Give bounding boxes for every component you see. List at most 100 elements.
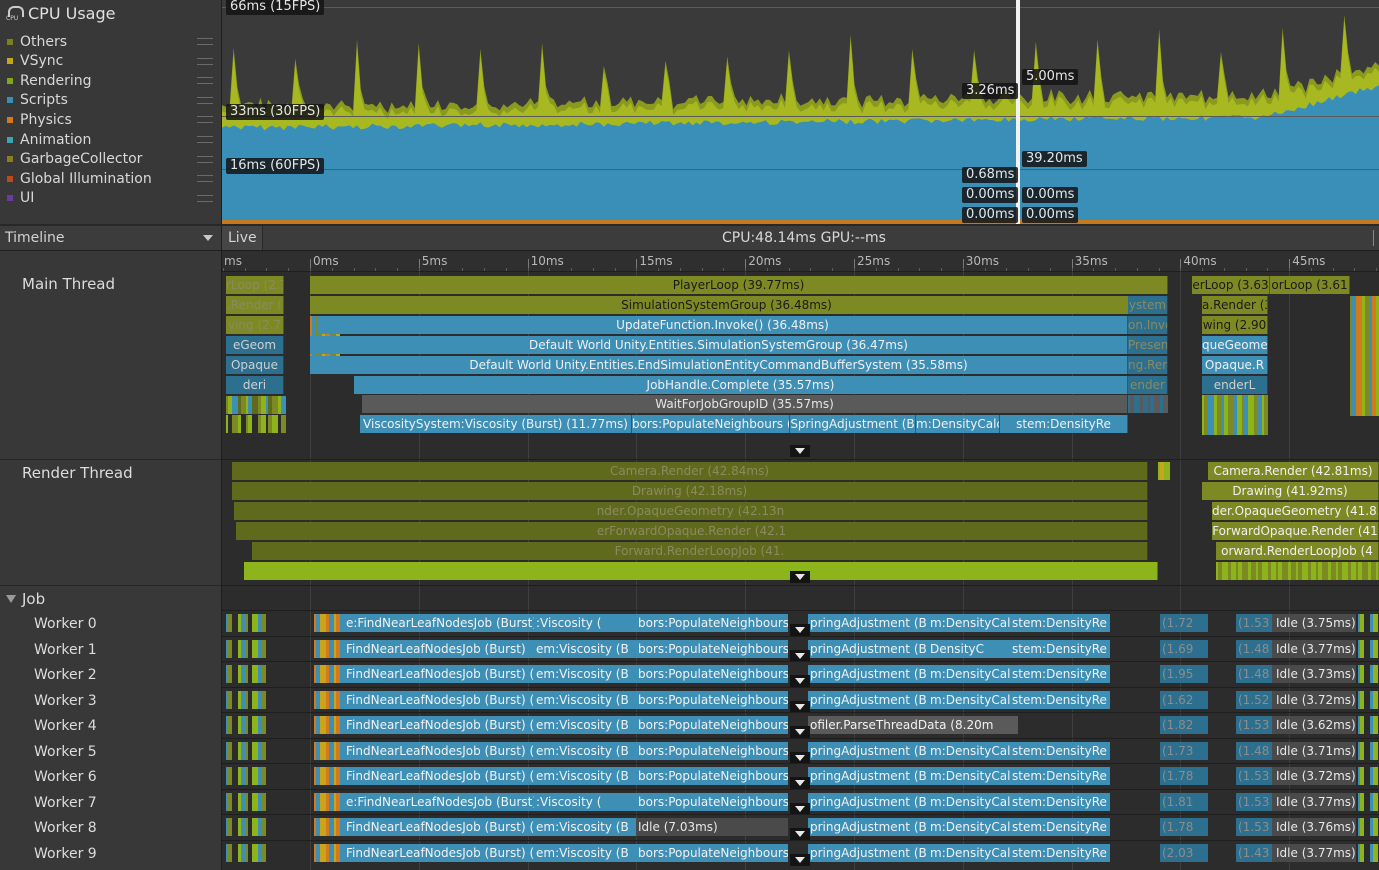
- job-sample[interactable]: (1.53: [1236, 716, 1272, 734]
- job-sample[interactable]: (1.48: [1236, 741, 1272, 760]
- idle-sample[interactable]: Idle (3.75ms): [1272, 614, 1356, 632]
- sample-cluster[interactable]: [1216, 562, 1379, 580]
- sample-cluster[interactable]: [226, 818, 266, 836]
- idle-sample[interactable]: Idle (3.73ms): [1272, 665, 1356, 683]
- render-right-sample[interactable]: orward.RenderLoopJob (4: [1216, 542, 1379, 560]
- drag-handle-icon[interactable]: [197, 96, 213, 104]
- job-sample[interactable]: stem:DensityRe: [1010, 665, 1110, 683]
- sample-cluster[interactable]: [314, 614, 344, 632]
- legend-item-animation[interactable]: Animation: [7, 130, 217, 149]
- job-sample[interactable]: pringAdjustment (B: [808, 843, 928, 862]
- job-sample[interactable]: bors:PopulateNeighbours (: [636, 716, 788, 734]
- job-sample[interactable]: bors:PopulateNeighbours (: [636, 792, 788, 811]
- job-sample[interactable]: m:DensityCalc: [928, 690, 1010, 709]
- sample-cluster[interactable]: [314, 690, 344, 709]
- job-sample[interactable]: em:Viscosity (B: [534, 665, 636, 683]
- sample-cluster[interactable]: [226, 665, 266, 683]
- sample-cluster[interactable]: [226, 716, 266, 734]
- main-mid-sample[interactable]: on.Invo: [1128, 316, 1168, 334]
- sample-cluster[interactable]: [1358, 741, 1379, 760]
- main-right-sample[interactable]: Opaque.R: [1202, 356, 1268, 374]
- sample-cluster[interactable]: [314, 792, 344, 811]
- job-sample[interactable]: e:FindNearLeafNodesJob (Burst) (9.1: [344, 792, 534, 811]
- job-sample[interactable]: (1.53: [1236, 614, 1272, 632]
- sample-cluster[interactable]: [1358, 665, 1379, 683]
- job-sample[interactable]: FindNearLeafNodesJob (Burst) (: [344, 741, 534, 760]
- drag-handle-icon[interactable]: [197, 194, 213, 202]
- sample-cluster[interactable]: [226, 792, 266, 811]
- job-sample[interactable]: (1.52: [1236, 690, 1272, 709]
- burst-job-sample[interactable]: ViscositySystem:Viscosity (Burst) (11.77…: [360, 415, 632, 433]
- sample-cluster[interactable]: [1358, 843, 1379, 862]
- expand-icon[interactable]: [790, 853, 810, 866]
- main-left-sample[interactable]: ving (2.7: [226, 316, 284, 334]
- render-thread-lane[interactable]: Camera.Render (42.84ms) Drawing (42.18ms)…: [222, 460, 1379, 585]
- job-sample[interactable]: Idle (7.03ms): [636, 818, 788, 836]
- job-sample[interactable]: m:DensityCalc: [928, 767, 1010, 785]
- job-sample[interactable]: (1.82: [1160, 716, 1208, 734]
- idle-sample[interactable]: Idle (3.77ms): [1272, 792, 1356, 811]
- worker-label[interactable]: Worker 4: [34, 718, 97, 734]
- render-sample[interactable]: [244, 562, 1158, 580]
- main-mid-sample[interactable]: ng.Ren: [1128, 356, 1168, 374]
- worker-label[interactable]: Worker 2: [34, 667, 97, 683]
- legend-item-rendering[interactable]: Rendering: [7, 71, 217, 90]
- main-thread-lane[interactable]: rLoop (2.7 .Render (ving (2.7 eGeom Opaque d…: [222, 271, 1379, 459]
- main-left-sample[interactable]: Opaque: [226, 356, 284, 374]
- job-sample[interactable]: DensityC: [928, 639, 1010, 658]
- sample-cluster[interactable]: [1358, 716, 1379, 734]
- job-sample[interactable]: (1.53: [1236, 792, 1272, 811]
- end-simulation-sample[interactable]: Default World Unity.Entities.EndSimulati…: [310, 356, 1128, 374]
- job-sample[interactable]: bors:PopulateNeighbours (: [636, 614, 788, 632]
- job-sample[interactable]: e:FindNearLeafNodesJob (Burst) (9.1: [344, 614, 534, 632]
- render-right-sample[interactable]: Drawing (41.92ms): [1202, 482, 1379, 500]
- render-left-sample[interactable]: Drawing (42.18ms): [232, 482, 1148, 500]
- worker-label[interactable]: Worker 0: [34, 616, 97, 632]
- job-sample[interactable]: (1.73: [1160, 741, 1208, 760]
- worker-label[interactable]: Worker 5: [34, 743, 97, 760]
- idle-sample[interactable]: Idle (3.72ms): [1272, 767, 1356, 785]
- job-sample[interactable]: FindNearLeafNodesJob (Burst) (: [344, 818, 534, 836]
- job-sample[interactable]: (1.62: [1160, 690, 1208, 709]
- job-sample[interactable]: m:DensityCalc: [928, 792, 1010, 811]
- worker-label[interactable]: Worker 7: [34, 794, 97, 811]
- main-right-sample[interactable]: queGeome: [1202, 336, 1268, 354]
- job-sample[interactable]: em:Viscosity (B: [534, 741, 636, 760]
- job-sample[interactable]: pringAdjustment (B: [808, 767, 928, 785]
- job-sample[interactable]: (1.78: [1160, 818, 1208, 836]
- sample-cluster[interactable]: [1358, 818, 1379, 836]
- job-sample[interactable]: FindNearLeafNodesJob (Burst): [344, 639, 534, 658]
- legend-item-physics[interactable]: Physics: [7, 110, 217, 129]
- wait-job-group-sample[interactable]: WaitForJobGroupID (35.57ms): [362, 395, 1128, 413]
- job-sample[interactable]: stem:DensityRe: [1010, 792, 1110, 811]
- sample-cluster[interactable]: [1350, 296, 1379, 416]
- sample-cluster[interactable]: [1358, 690, 1379, 709]
- job-sample[interactable]: pringAdjustment (B: [808, 665, 928, 683]
- job-sample[interactable]: ofiler.ParseThreadData (8.20m: [808, 716, 1018, 734]
- timeline-view[interactable]: ms 0ms 5ms 10ms 15ms 20ms 25ms 30ms 35ms 40ms 45ms…: [222, 251, 1379, 870]
- expand-icon[interactable]: [790, 571, 810, 583]
- job-sample[interactable]: em:Viscosity (B: [534, 818, 636, 836]
- render-right-sample[interactable]: ForwardOpaque.Render (41: [1212, 522, 1379, 540]
- render-thread-label[interactable]: Render Thread: [22, 464, 133, 482]
- job-sample[interactable]: stem:DensityRe: [1010, 843, 1110, 862]
- job-sample[interactable]: bors:PopulateNeighbours (: [636, 690, 788, 709]
- job-sample[interactable]: m:DensityCalc: [928, 614, 1010, 632]
- job-sample[interactable]: em:Viscosity (B: [534, 767, 636, 785]
- worker-label[interactable]: Worker 6: [34, 769, 97, 785]
- job-sample[interactable]: FindNearLeafNodesJob (Burst) (: [344, 690, 534, 709]
- burst-job-sample[interactable]: SpringAdjustment (B: [790, 415, 916, 433]
- legend-item-others[interactable]: Others: [7, 32, 217, 51]
- sample-cluster[interactable]: [226, 741, 266, 760]
- job-sample[interactable]: :Viscosity (: [534, 614, 636, 632]
- player-loop-sample[interactable]: orLoop (3.61: [1270, 276, 1350, 294]
- expand-icon[interactable]: [790, 445, 810, 457]
- main-mid-sample[interactable]: ender: [1128, 376, 1168, 394]
- drag-handle-icon[interactable]: [197, 77, 213, 85]
- job-sample[interactable]: (1.72: [1160, 614, 1208, 632]
- drag-handle-icon[interactable]: [197, 175, 213, 183]
- job-sample[interactable]: FindNearLeafNodesJob (Burst) (: [344, 665, 534, 683]
- job-sample[interactable]: pringAdjustment (B: [808, 741, 928, 760]
- job-sample[interactable]: (1.69: [1160, 639, 1208, 658]
- job-sample[interactable]: (2.03: [1160, 843, 1208, 862]
